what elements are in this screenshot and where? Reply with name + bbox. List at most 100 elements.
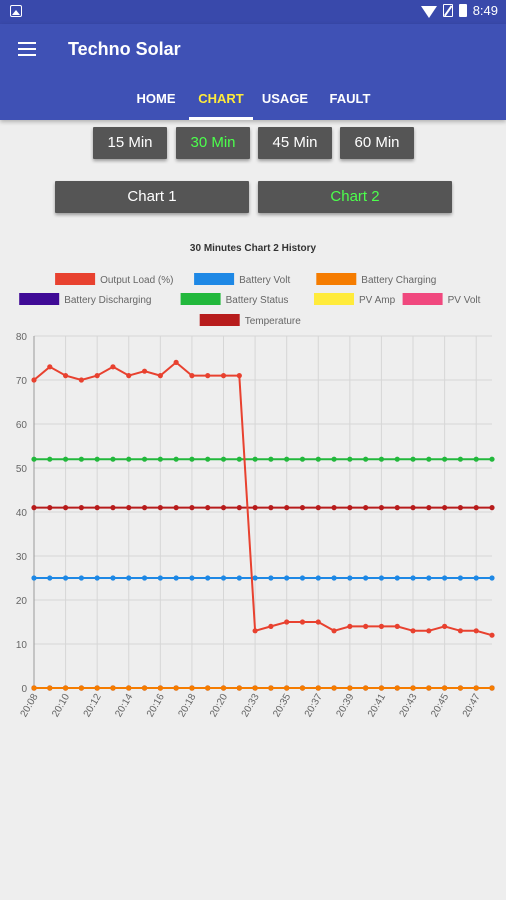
data-point <box>189 373 195 379</box>
data-point <box>442 575 448 581</box>
interval-45-button[interactable]: 45 Min <box>258 127 332 159</box>
data-point <box>94 505 100 511</box>
legend-label: Battery Discharging <box>64 295 151 306</box>
data-point <box>110 685 116 691</box>
data-point <box>94 373 100 379</box>
tab-fault[interactable]: FAULT <box>329 91 371 106</box>
data-point <box>457 575 464 581</box>
data-point <box>157 575 163 581</box>
y-tick-label: 40 <box>16 508 28 519</box>
data-point <box>47 685 53 691</box>
data-point <box>394 505 400 511</box>
data-point <box>394 575 400 581</box>
data-point <box>378 623 385 630</box>
data-point <box>457 628 464 634</box>
data-point <box>268 575 274 581</box>
data-point <box>347 575 353 581</box>
data-point <box>205 373 211 379</box>
status-icons: 8:49 <box>420 3 498 18</box>
hamburger-menu-icon[interactable] <box>18 42 36 56</box>
data-point <box>457 505 464 511</box>
data-point <box>426 575 432 581</box>
data-point <box>141 505 148 511</box>
data-point <box>410 685 416 691</box>
data-point <box>457 685 464 691</box>
y-tick-label: 10 <box>16 640 28 651</box>
data-point <box>94 685 100 691</box>
data-point <box>489 575 495 581</box>
data-point <box>126 505 132 511</box>
data-point <box>62 575 69 581</box>
data-point <box>489 505 495 511</box>
data-point <box>157 685 163 691</box>
data-point <box>331 685 337 691</box>
data-point <box>252 575 258 581</box>
y-tick-label: 0 <box>21 684 27 695</box>
wifi-icon <box>420 5 437 18</box>
data-point <box>442 685 448 691</box>
y-tick-label: 30 <box>16 552 28 563</box>
data-point <box>126 373 132 379</box>
data-point <box>410 575 416 581</box>
interval-30-button[interactable]: 30 Min <box>176 127 250 159</box>
data-point <box>189 505 195 511</box>
x-tick-label: 20:12 <box>82 692 104 720</box>
interval-60-button[interactable]: 60 Min <box>340 127 414 159</box>
data-point <box>315 685 321 691</box>
data-point <box>378 505 385 511</box>
data-point <box>205 456 211 462</box>
legend-swatch <box>316 273 357 285</box>
data-point <box>110 364 116 370</box>
y-tick-label: 50 <box>16 464 28 475</box>
data-point <box>394 685 400 691</box>
x-tick-label: 20:43 <box>398 692 420 720</box>
y-tick-label: 20 <box>16 596 28 607</box>
chart-1-button[interactable]: Chart 1 <box>55 181 249 213</box>
chart-2-button[interactable]: Chart 2 <box>258 181 452 213</box>
data-point <box>252 505 258 511</box>
data-point <box>426 505 432 511</box>
data-point <box>347 623 353 630</box>
data-point <box>252 685 258 691</box>
legend-label: Battery Volt <box>239 275 290 286</box>
data-point <box>299 505 306 511</box>
data-point <box>173 685 179 691</box>
data-point <box>205 685 211 691</box>
legend-swatch <box>402 293 443 305</box>
tab-usage[interactable]: USAGE <box>261 91 309 106</box>
data-point <box>62 505 69 511</box>
no-sim-icon <box>442 4 453 17</box>
interval-15-button[interactable]: 15 Min <box>93 127 167 159</box>
data-point <box>473 575 479 581</box>
data-point <box>331 505 337 511</box>
data-point <box>426 685 432 691</box>
data-point <box>299 685 306 691</box>
data-point <box>220 575 227 581</box>
battery-icon <box>458 4 467 17</box>
data-point <box>189 456 195 462</box>
data-point <box>94 575 100 581</box>
legend-label: PV Amp <box>359 295 396 306</box>
data-point <box>78 575 84 581</box>
tab-chart[interactable]: CHART <box>198 91 244 106</box>
x-tick-label: 20:35 <box>271 692 293 720</box>
data-point <box>410 628 416 634</box>
data-point <box>110 575 116 581</box>
data-point <box>47 505 53 511</box>
data-point <box>141 368 148 374</box>
tab-home[interactable]: HOME <box>136 91 176 106</box>
status-bar: 8:49 <box>0 0 506 24</box>
data-point <box>315 505 321 511</box>
data-point <box>442 623 448 630</box>
legend-label: Output Load (%) <box>100 275 173 286</box>
x-tick-label: 20:10 <box>50 692 72 720</box>
data-point <box>284 575 290 581</box>
data-point <box>363 623 369 630</box>
data-point <box>173 359 179 365</box>
x-tick-label: 20:14 <box>113 692 135 720</box>
data-point <box>315 575 321 581</box>
legend-swatch <box>194 273 235 285</box>
data-point <box>299 456 306 462</box>
data-point <box>394 456 400 462</box>
x-tick-label: 20:16 <box>145 692 167 720</box>
